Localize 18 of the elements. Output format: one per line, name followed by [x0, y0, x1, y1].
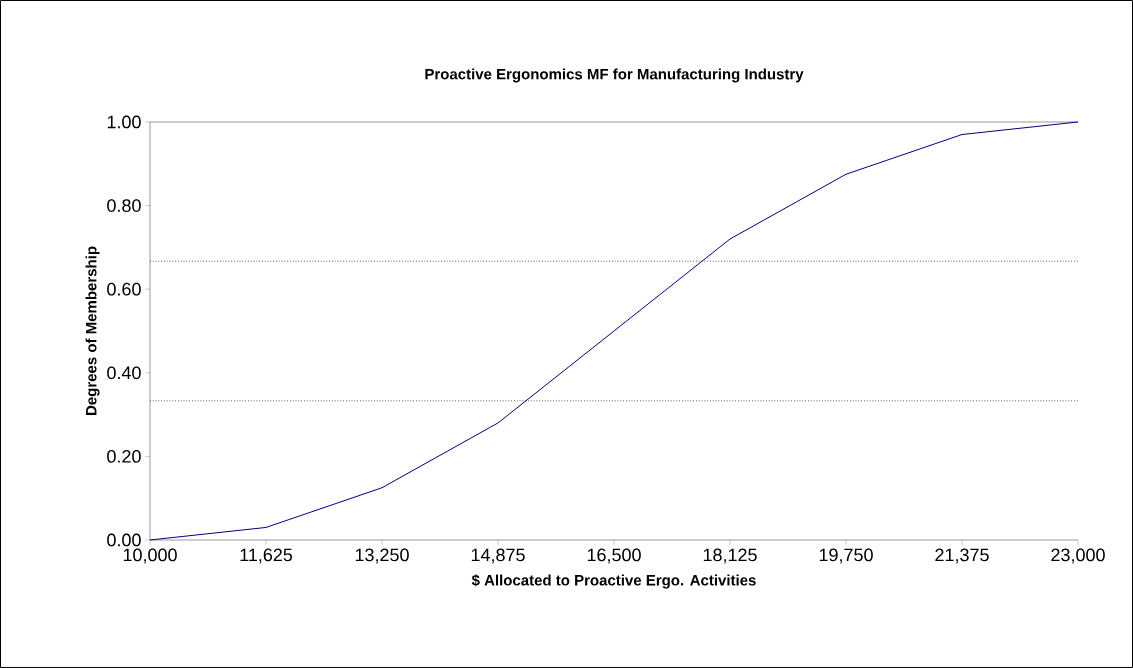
y-tick-label: 0.20: [107, 450, 141, 463]
x-tick-label: 23,000: [1051, 548, 1105, 564]
y-tick-label: 1.00: [107, 115, 141, 129]
y-tick-label: 0.60: [107, 282, 141, 296]
y-tick-label: 0.40: [107, 366, 141, 380]
y-tick-label: 0.80: [107, 199, 141, 212]
x-tick-label: 13,250: [355, 548, 409, 564]
x-tick-label: 10,000: [123, 548, 177, 564]
x-tick-label: 21,375: [935, 548, 989, 564]
x-tick-label: 18,125: [703, 548, 757, 564]
chart-title: Proactive Ergonomics MF for Manufacturing Industry: [425, 68, 804, 83]
x-tick-label: 16,500: [587, 548, 641, 564]
x-tick-label: 11,625: [240, 548, 293, 564]
y-tick-label: 0.00: [107, 533, 141, 547]
y-axis-title: Degrees of Membership: [85, 246, 100, 416]
x-tick-label: 19,750: [819, 548, 873, 564]
x-tick-label: 14,875: [471, 548, 525, 564]
x-axis-title: $ Allocated to Proactive Ergo. Activities: [471, 574, 756, 589]
